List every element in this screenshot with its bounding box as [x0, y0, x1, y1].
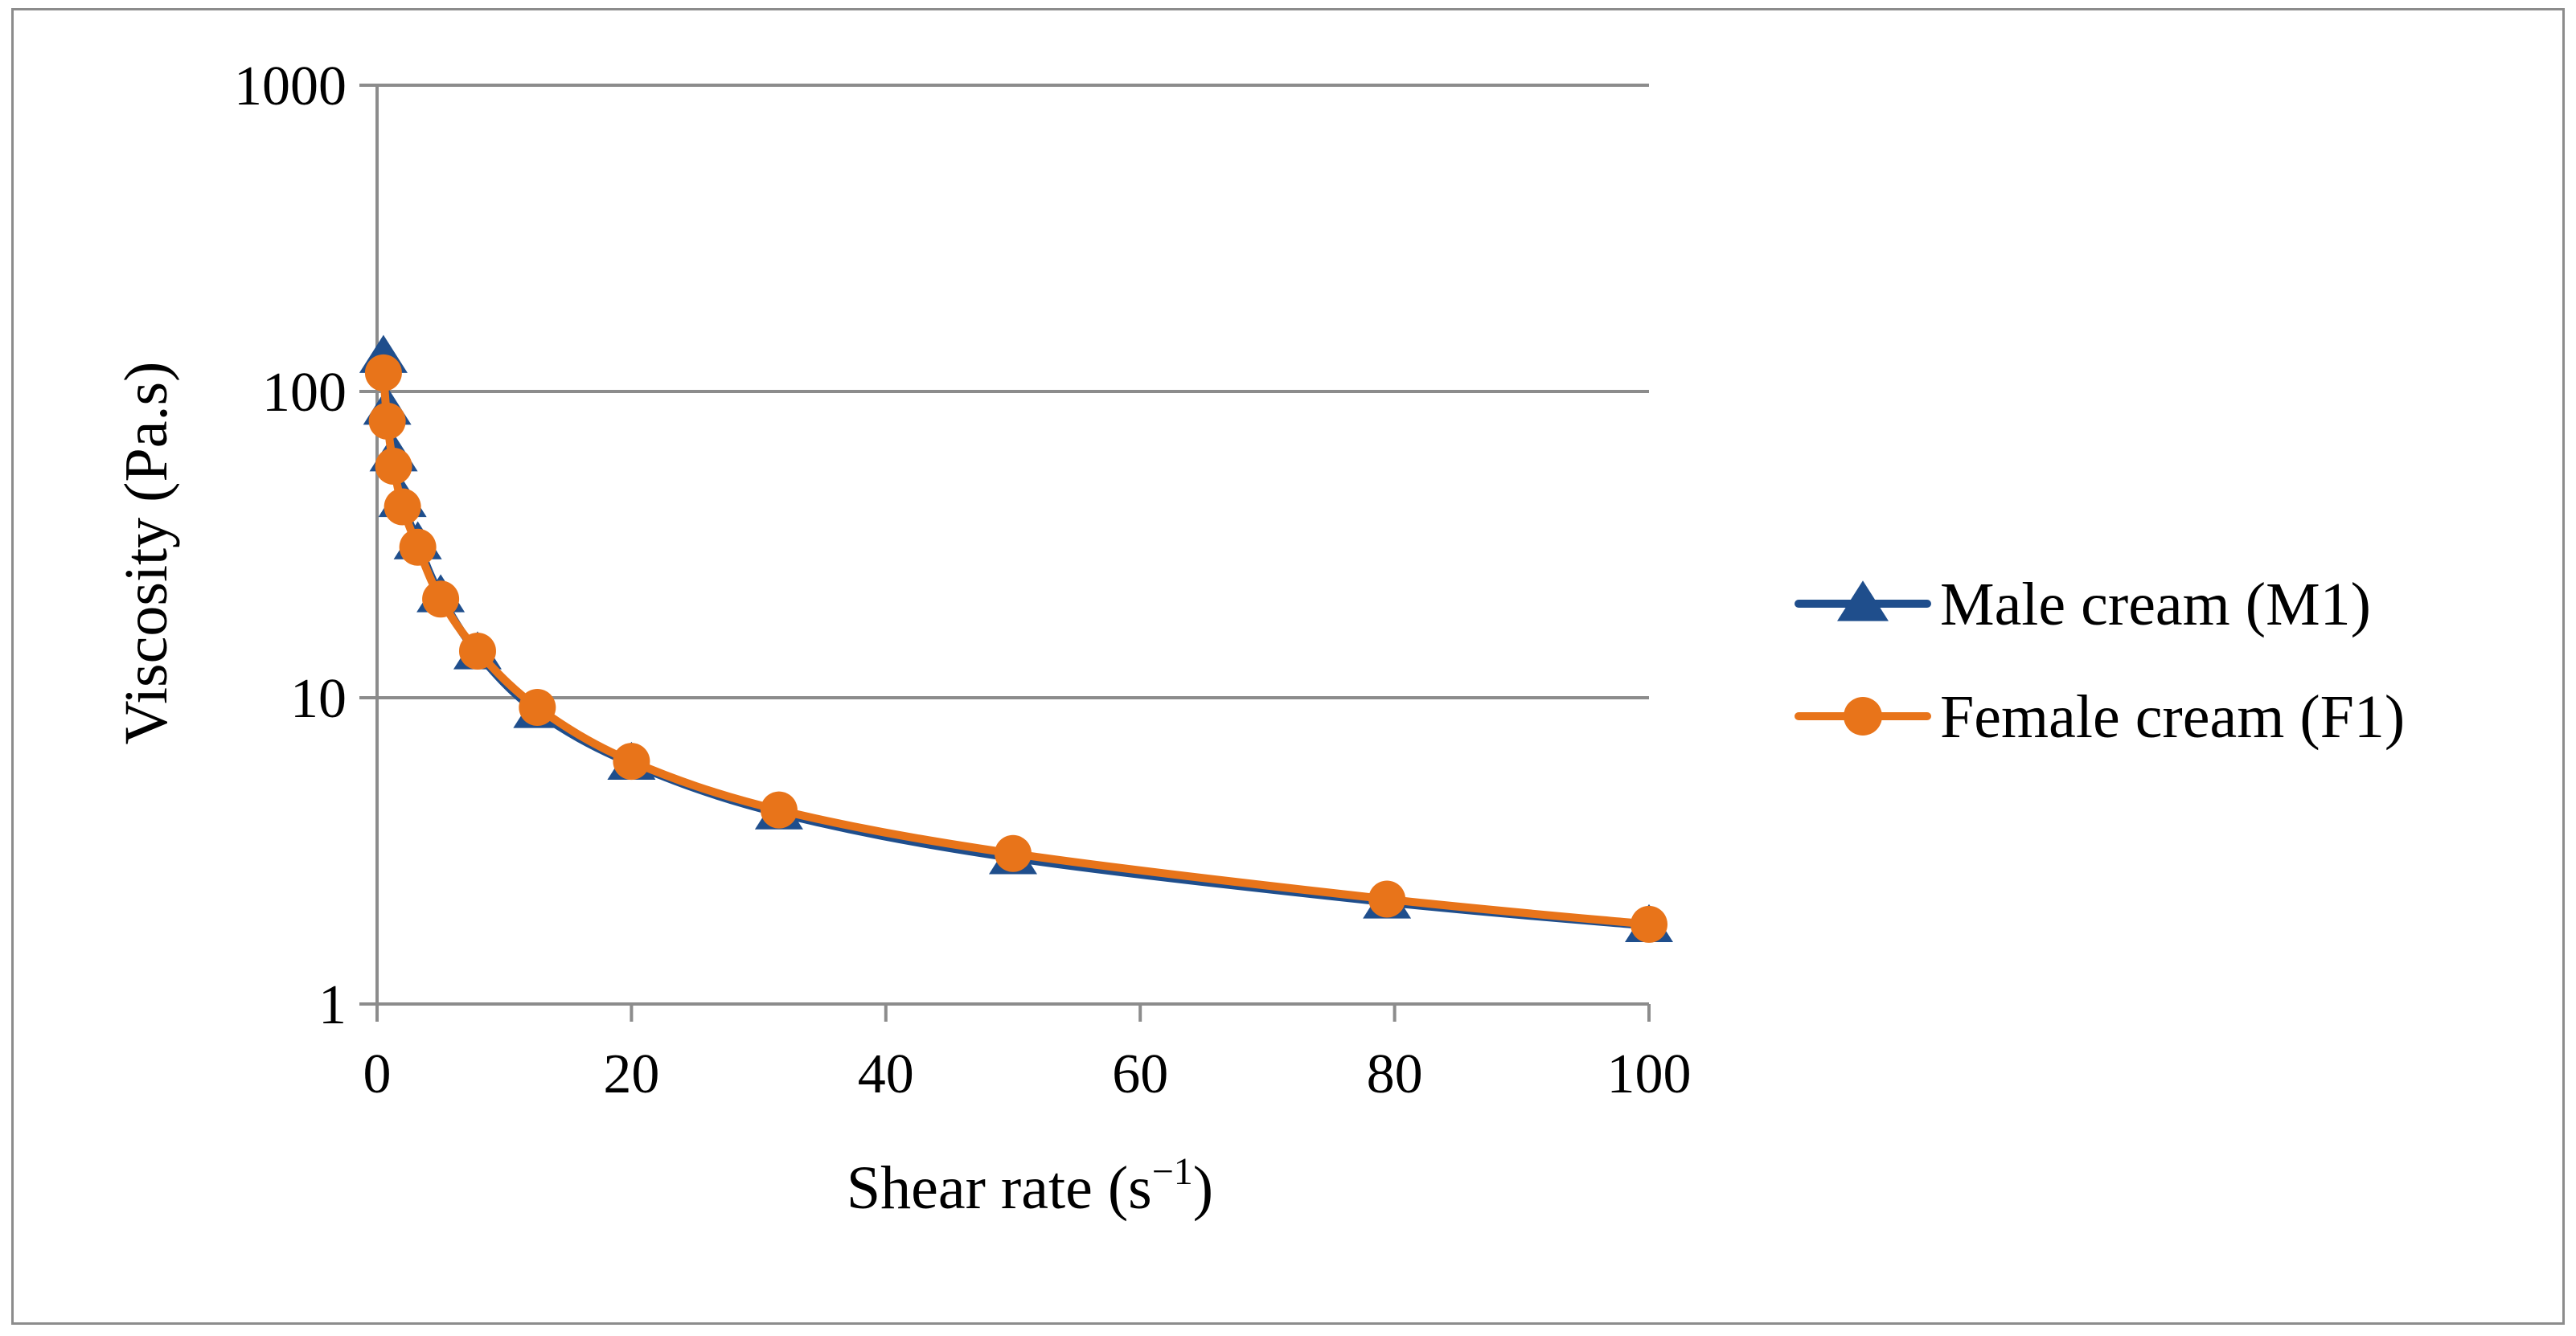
series-female-cream — [364, 354, 1667, 943]
legend-triangle-marker — [1837, 580, 1889, 621]
y-tick-label: 10 — [290, 668, 347, 730]
legend-item-male: Male cream (M1) — [1795, 571, 2371, 638]
y-axis-title: Viscosity (Pa.s) — [113, 362, 180, 745]
y-tick-label: 1000 — [234, 55, 347, 117]
x-tick-label: 40 — [858, 1043, 914, 1105]
legend: Male cream (M1) Female cream (F1) — [1795, 571, 2405, 751]
data-point-circle — [399, 528, 437, 566]
data-point-circle — [613, 743, 650, 781]
grid-lines — [377, 84, 1649, 699]
x-tick-label: 20 — [603, 1043, 659, 1105]
legend-circle-marker — [1844, 697, 1882, 736]
tick-labels: 1 10 100 1000 0 20 40 60 80 100 — [234, 55, 1692, 1105]
x-tick-label: 60 — [1112, 1043, 1168, 1105]
x-tick-label: 100 — [1607, 1043, 1692, 1105]
legend-label-male: Male cream (M1) — [1940, 571, 2371, 638]
data-point-circle — [519, 689, 556, 727]
legend-label-female: Female cream (F1) — [1940, 683, 2405, 751]
data-point-circle — [995, 834, 1032, 872]
chart-frame: 1 10 100 1000 0 20 40 60 80 100 Shear rate (s−1) … — [11, 8, 2565, 1325]
x-tick-label: 80 — [1367, 1043, 1423, 1105]
legend-item-female: Female cream (F1) — [1795, 683, 2405, 751]
data-point-circle — [364, 354, 402, 391]
data-point-circle — [1368, 880, 1406, 918]
data-point-circle — [458, 632, 496, 670]
data-point-circle — [760, 791, 798, 829]
data-point-circle — [368, 402, 406, 440]
data-point-circle — [422, 580, 460, 618]
data-point-circle — [1631, 905, 1667, 943]
data-point-circle — [375, 448, 412, 486]
x-tick-label: 0 — [363, 1043, 392, 1105]
x-axis-title: Shear rate (s−1) — [847, 1150, 1213, 1222]
y-tick-label: 100 — [262, 362, 347, 424]
series-layer — [359, 334, 1673, 943]
axes — [359, 84, 1651, 1022]
y-tick-label: 1 — [318, 974, 347, 1036]
data-point-circle — [384, 488, 421, 526]
